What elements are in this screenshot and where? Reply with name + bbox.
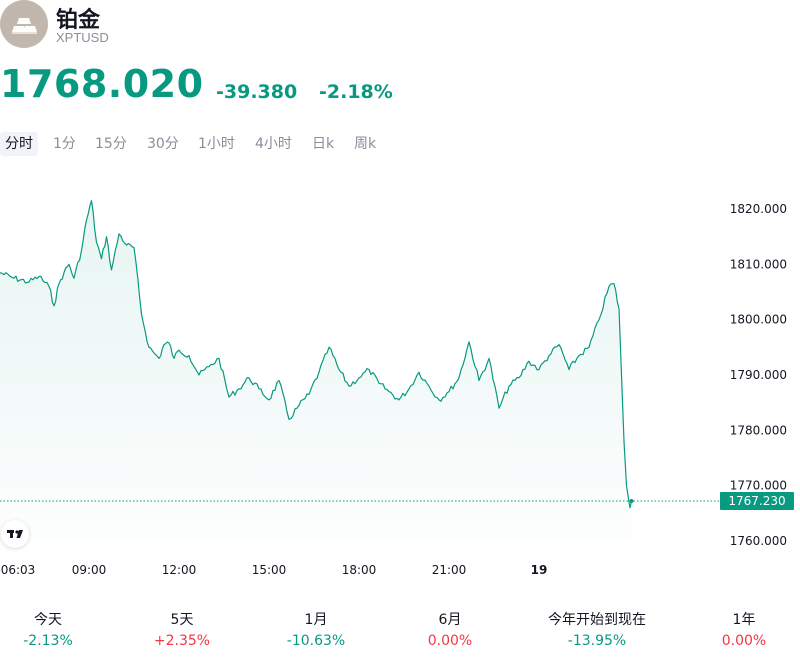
- x-tick-label: 09:00: [72, 563, 107, 577]
- quote-row: 1768.020 -39.380 -2.18%: [0, 62, 800, 110]
- instrument-symbol: XPTUSD: [56, 30, 109, 45]
- tab-1min[interactable]: 1分: [53, 136, 76, 152]
- perf-label: 今年开始到现在: [548, 612, 646, 628]
- perf-label: 1年: [732, 612, 756, 628]
- tab-30min[interactable]: 30分: [147, 136, 179, 152]
- tab-1hour[interactable]: 1小时: [198, 136, 235, 152]
- interval-tabs: 分时 1分 15分 30分 1小时 4小时 日k 周k: [0, 132, 420, 156]
- tab-intraday[interactable]: 分时: [0, 132, 38, 156]
- perf-value: -13.95%: [567, 633, 627, 649]
- perf-1month[interactable]: 1月 -10.63%: [251, 610, 381, 651]
- x-tick-label: 18:00: [342, 563, 377, 577]
- tradingview-logo-icon[interactable]: [1, 520, 29, 548]
- tab-daily[interactable]: 日k: [312, 136, 335, 152]
- last-price-tag-label: 1767.230: [728, 494, 785, 508]
- y-tick-label: 1760.000: [730, 534, 787, 548]
- tab-weekly[interactable]: 周k: [354, 136, 377, 152]
- y-tick-label: 1770.000: [730, 479, 787, 493]
- y-tick-label: 1790.000: [730, 368, 787, 382]
- price-change-percent: -2.18%: [319, 81, 393, 103]
- perf-label: 5天: [170, 612, 194, 628]
- perf-value: -2.13%: [23, 633, 73, 649]
- x-tick-label: 12:00: [162, 563, 197, 577]
- perf-value: 0.00%: [427, 633, 473, 649]
- price-change: -39.380: [216, 81, 298, 103]
- y-tick-label: 1810.000: [730, 257, 787, 271]
- y-tick-label: 1800.000: [730, 313, 787, 327]
- last-price: 1768.020: [0, 62, 204, 106]
- x-tick-label: 15:00: [252, 563, 287, 577]
- last-price-dot: [629, 498, 634, 503]
- perf-today[interactable]: 今天 -2.13%: [0, 610, 113, 651]
- header: 铂金 XPTUSD: [0, 0, 800, 52]
- x-tick-label: 06:03: [1, 563, 36, 577]
- x-tick-label: 19: [531, 563, 548, 577]
- y-tick-label: 1820.000: [730, 202, 787, 216]
- perf-label: 1月: [304, 612, 328, 628]
- perf-value: 0.00%: [721, 633, 767, 649]
- tab-15min[interactable]: 15分: [95, 136, 127, 152]
- price-chart[interactable]: 1820.000 1810.000 1800.000 1790.000 1780.000…: [0, 180, 800, 580]
- price-chart-svg: 1820.000 1810.000 1800.000 1790.000 1780.000…: [0, 200, 794, 577]
- x-tick-label: 21:00: [432, 563, 467, 577]
- gold-bars-icon: [0, 0, 48, 48]
- last-price-tag: [720, 491, 794, 510]
- y-tick-label: 1780.000: [730, 423, 787, 437]
- perf-value: +2.35%: [153, 633, 211, 649]
- perf-6month[interactable]: 6月 0.00%: [385, 610, 515, 651]
- instrument-title: 铂金: [56, 8, 101, 33]
- perf-1year[interactable]: 1年 0.00%: [679, 610, 800, 651]
- price-series-line: [0, 200, 633, 509]
- tab-4hour[interactable]: 4小时: [255, 136, 292, 152]
- perf-5day[interactable]: 5天 +2.35%: [117, 610, 247, 651]
- perf-label: 今天: [34, 612, 62, 628]
- perf-value: -10.63%: [286, 633, 346, 649]
- perf-ytd[interactable]: 今年开始到现在 -13.95%: [532, 610, 662, 651]
- performance-bar: 今天 -2.13% 5天 +2.35% 1月 -10.63% 6月 0.00% …: [0, 610, 800, 654]
- perf-label: 6月: [438, 612, 462, 628]
- price-area-fill: [0, 200, 632, 540]
